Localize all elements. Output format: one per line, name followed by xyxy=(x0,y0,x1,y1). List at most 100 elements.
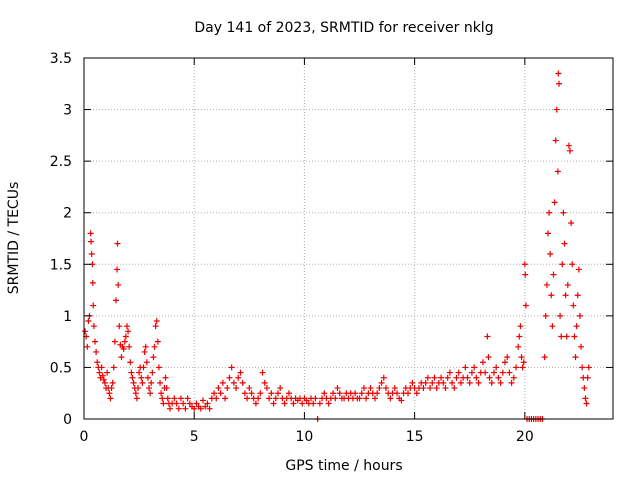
data-point xyxy=(440,379,447,386)
data-point xyxy=(521,261,528,268)
data-point xyxy=(136,369,143,376)
data-point xyxy=(141,348,148,355)
data-point xyxy=(582,395,589,402)
data-point xyxy=(101,379,108,386)
data-point xyxy=(266,395,273,402)
data-point xyxy=(558,333,565,340)
data-point xyxy=(94,359,101,366)
data-point xyxy=(175,405,182,412)
data-point xyxy=(575,266,582,273)
data-point xyxy=(501,359,508,366)
plot-frame xyxy=(83,57,614,420)
data-point xyxy=(585,364,592,371)
data-point xyxy=(493,364,500,371)
data-point xyxy=(152,323,159,330)
data-point xyxy=(449,379,456,386)
data-point xyxy=(363,395,370,402)
data-point xyxy=(413,390,420,397)
data-point xyxy=(163,385,170,392)
data-point xyxy=(446,369,453,376)
data-point xyxy=(142,343,149,350)
y-tick-label: 0.5 xyxy=(50,360,72,376)
data-point xyxy=(115,281,122,288)
data-point xyxy=(90,323,97,330)
data-point xyxy=(444,374,451,381)
data-point xyxy=(180,400,187,407)
data-point xyxy=(438,374,445,381)
data-point xyxy=(100,376,107,383)
data-point xyxy=(398,397,405,404)
y-tick-label: 3 xyxy=(63,103,72,119)
data-point xyxy=(325,400,332,407)
data-point xyxy=(230,379,237,386)
data-point xyxy=(202,403,209,410)
data-point xyxy=(82,328,89,335)
data-point xyxy=(561,240,568,247)
data-point xyxy=(281,400,288,407)
data-point xyxy=(571,333,578,340)
data-point xyxy=(484,333,491,340)
data-point xyxy=(547,250,554,257)
data-point xyxy=(106,390,113,397)
x-tick-label: 0 xyxy=(80,429,89,445)
data-point xyxy=(356,395,363,402)
data-point xyxy=(90,302,97,309)
data-point xyxy=(126,343,133,350)
data-point xyxy=(200,397,207,404)
data-point xyxy=(151,343,158,350)
data-point xyxy=(107,395,114,402)
data-point xyxy=(515,343,522,350)
data-point xyxy=(378,379,385,386)
data-point xyxy=(504,354,511,361)
data-point xyxy=(133,395,140,402)
data-point xyxy=(522,271,529,278)
data-point xyxy=(554,168,561,175)
data-point xyxy=(544,230,551,237)
y-tick-label: 1 xyxy=(63,309,72,325)
data-point xyxy=(576,312,583,319)
data-point xyxy=(299,400,306,407)
data-point xyxy=(316,400,323,407)
y-tick-label: 2.5 xyxy=(50,154,72,170)
data-point xyxy=(549,323,556,330)
data-point xyxy=(239,379,246,386)
data-point xyxy=(433,385,440,392)
data-point xyxy=(312,395,319,402)
data-point xyxy=(508,379,515,386)
data-point xyxy=(479,359,486,366)
data-point xyxy=(143,359,150,366)
data-point xyxy=(116,323,123,330)
data-point xyxy=(486,374,493,381)
data-point xyxy=(104,369,111,376)
data-point xyxy=(99,372,106,379)
data-point xyxy=(93,348,100,355)
data-point xyxy=(510,374,517,381)
data-point xyxy=(206,405,213,412)
data-point xyxy=(118,354,125,361)
data-point xyxy=(382,385,389,392)
data-point xyxy=(177,395,184,402)
data-point xyxy=(358,390,365,397)
data-point xyxy=(330,390,337,397)
data-point xyxy=(84,343,91,350)
data-point xyxy=(380,374,387,381)
data-point xyxy=(557,312,564,319)
data-point xyxy=(542,312,549,319)
data-point xyxy=(257,390,264,397)
y-axis-ticks: 0 0.5 1 1.5 2 2.5 3 3.5 xyxy=(50,51,613,428)
data-point xyxy=(171,395,178,402)
data-point xyxy=(352,390,359,397)
data-point xyxy=(553,106,560,113)
data-point xyxy=(193,400,200,407)
data-point xyxy=(197,405,204,412)
data-point xyxy=(555,70,562,77)
data-point xyxy=(122,333,129,340)
data-point xyxy=(334,385,341,392)
data-point xyxy=(252,400,259,407)
data-point xyxy=(277,385,284,392)
data-point xyxy=(475,379,482,386)
data-point xyxy=(568,220,575,227)
data-point xyxy=(261,379,268,386)
data-point xyxy=(562,292,569,299)
data-point xyxy=(263,385,270,392)
